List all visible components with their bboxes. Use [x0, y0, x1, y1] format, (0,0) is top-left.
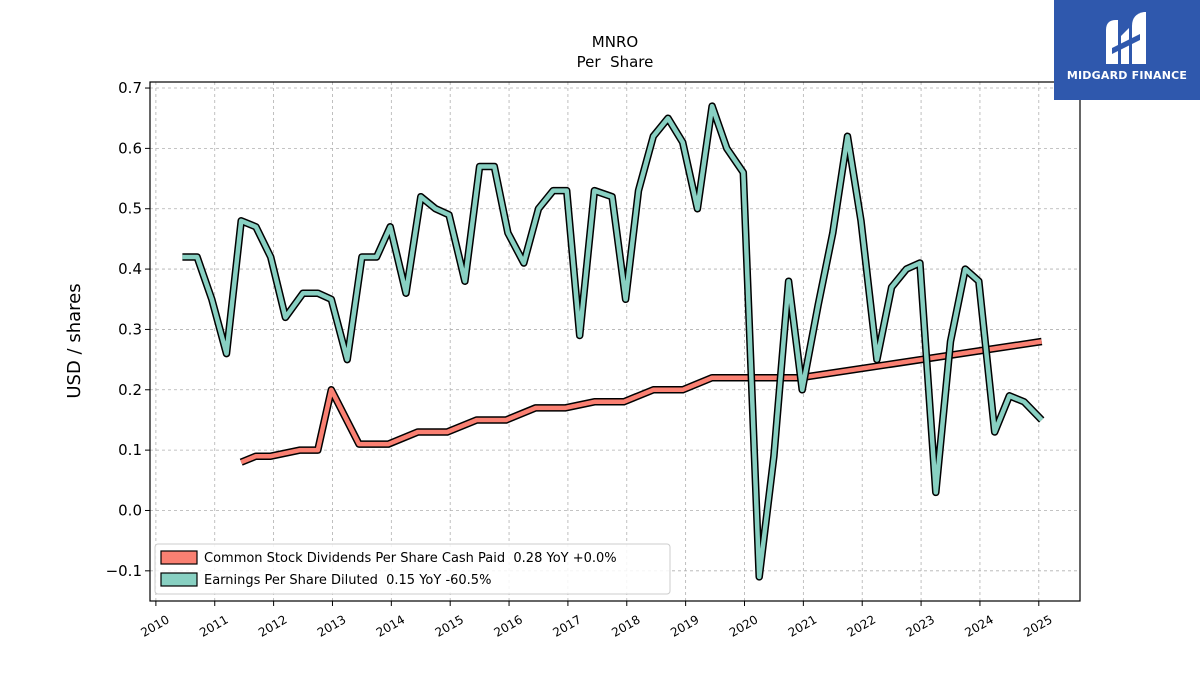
y-tick-label: 0.2 [118, 381, 142, 399]
x-tick-label: 2015 [433, 612, 466, 639]
legend-swatch-eps [160, 572, 198, 587]
dividends-series-line-core [240, 339, 1043, 465]
y-tick-label: 0.5 [118, 200, 142, 218]
series-lines [182, 102, 1045, 581]
midgard-m-logo-icon [1106, 12, 1146, 64]
y-tick-label: 0.6 [118, 139, 142, 157]
brand-logo: MIDGARD FINANCE [1054, 0, 1200, 100]
y-tick-label: 0.1 [118, 441, 142, 459]
y-tick-label: −0.1 [106, 562, 142, 580]
brand-name: MIDGARD FINANCE [1066, 69, 1188, 82]
x-tick-label: 2021 [786, 612, 819, 639]
x-tick-label: 2024 [962, 612, 995, 639]
legend-swatch-dividends [160, 550, 198, 565]
chart-legend: Common Stock Dividends Per Share Cash Pa… [154, 543, 671, 595]
x-tick-label: 2022 [845, 612, 878, 639]
eps-series-line [182, 102, 1045, 581]
x-tick-label: 2016 [491, 612, 524, 639]
x-tick-label: 2025 [1021, 612, 1054, 639]
y-tick-label: 0.4 [118, 260, 142, 278]
chart-subtitle: Per Share [577, 53, 654, 71]
grid-lines [150, 82, 1080, 601]
y-tick-label: 0.0 [118, 501, 142, 519]
chart-title: MNRO [592, 33, 638, 51]
x-tick-label: 2019 [668, 612, 701, 639]
x-tick-label: 2023 [904, 612, 937, 639]
eps-series-line-outline [182, 102, 1045, 581]
x-tick-label: 2020 [727, 612, 760, 639]
x-tick-label: 2011 [197, 612, 230, 639]
x-tick-label: 2012 [256, 612, 289, 639]
legend-label-eps: Earnings Per Share Diluted 0.15 YoY -60.… [204, 573, 491, 588]
x-tick-label: 2010 [138, 612, 171, 639]
legend-label-dividends: Common Stock Dividends Per Share Cash Pa… [204, 551, 617, 566]
plot-frame [149, 81, 1081, 602]
x-tick-label: 2018 [609, 612, 642, 639]
dividends-series-line [239, 337, 1043, 466]
x-tick-label: 2017 [550, 612, 583, 639]
y-tick-label: 0.7 [118, 79, 142, 97]
y-tick-label: 0.3 [118, 320, 142, 338]
legend-frame [154, 543, 671, 595]
x-tick-label: 2013 [315, 612, 348, 639]
x-tick-label: 2014 [374, 612, 407, 639]
y-axis-label: USD / shares [64, 283, 85, 398]
eps-series-line-core [182, 103, 1044, 580]
